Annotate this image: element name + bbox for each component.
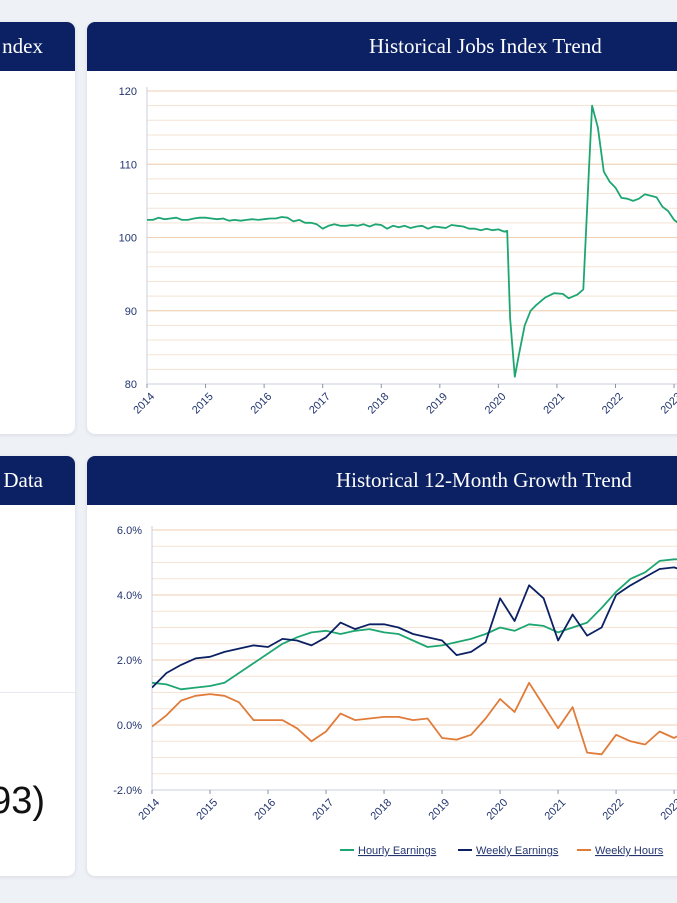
jobs-index-header: Historical Jobs Index Trend (87, 22, 677, 71)
x-tick-label: 2021 (541, 391, 567, 417)
x-tick-label: 2023 (658, 391, 677, 417)
x-tick-label: 2016 (249, 391, 275, 417)
growth-trend-card: Historical 12-Month Growth Trend -2.0% 0.… (87, 456, 677, 876)
x-tick-label: 2018 (366, 391, 392, 417)
y-tick-label: 110 (119, 159, 137, 171)
y-tick-label: 6.0% (117, 525, 142, 537)
legend-label-weekly-hours: Weekly Hours (595, 845, 664, 857)
x-tick-label: 2020 (484, 797, 510, 823)
jobs-index-chart: 80 90 100 110 120 2014 2015 2016 2017 2018 2019 202… (119, 86, 677, 417)
jobs-index-title: Historical Jobs Index Trend (369, 34, 602, 58)
growth-trend-title: Historical 12-Month Growth Trend (336, 468, 632, 492)
x-tick-label: 2014 (131, 391, 157, 417)
y-tick-label: 2.0% (117, 655, 142, 667)
y-tick-label: -2.0% (113, 785, 142, 797)
series-line-weekly-earnings (152, 566, 677, 689)
x-tick-label: 2019 (424, 391, 450, 417)
series-line-weekly-hours (152, 681, 677, 756)
left-bottom-card-title: Data (3, 468, 43, 492)
y-tick-label: 120 (119, 86, 137, 98)
x-tick-label: 2021 (542, 797, 568, 823)
left-bottom-card-header: Data (0, 456, 75, 505)
left-top-card-title: ndex (2, 34, 43, 58)
series-line-hourly-earnings (152, 558, 677, 691)
growth-trend-header: Historical 12-Month Growth Trend (87, 456, 677, 505)
growth-trend-chart: -2.0% 0.0% 2.0% 4.0% 6.0% 2014 2015 2016 2017 201… (113, 525, 677, 857)
left-bottom-card: Data 93) (0, 456, 75, 876)
left-top-card: ndex (0, 22, 75, 434)
left-top-card-header: ndex (0, 22, 75, 71)
x-tick-label: 2020 (483, 391, 509, 417)
x-tick-label: 2015 (194, 797, 220, 823)
x-tick-label: 2014 (136, 797, 162, 823)
left-bottom-value: 93) (0, 780, 45, 822)
left-bottom-divider (0, 692, 75, 693)
x-tick-label: 2016 (252, 797, 278, 823)
x-tick-label: 2015 (190, 391, 216, 417)
legend-label-weekly-earnings: Weekly Earnings (476, 845, 559, 857)
y-tick-label: 4.0% (117, 590, 142, 602)
x-tick-label: 2019 (426, 797, 452, 823)
y-tick-label: 0.0% (117, 720, 142, 732)
legend-label-hourly-earnings: Hourly Earnings (358, 845, 437, 857)
jobs-index-card: Historical Jobs Index Trend 80 90 100 110 12… (87, 22, 677, 434)
x-tick-label: 2022 (601, 797, 627, 823)
x-tick-label: 2018 (368, 797, 394, 823)
x-tick-label: 2022 (600, 391, 626, 417)
series-line (147, 104, 677, 378)
x-tick-label: 2017 (310, 797, 336, 823)
y-tick-label: 90 (125, 306, 137, 318)
y-tick-label: 80 (125, 379, 137, 391)
x-tick-label: 2017 (307, 391, 333, 417)
y-tick-label: 100 (119, 233, 137, 245)
x-tick-label: 2023 (659, 797, 677, 823)
